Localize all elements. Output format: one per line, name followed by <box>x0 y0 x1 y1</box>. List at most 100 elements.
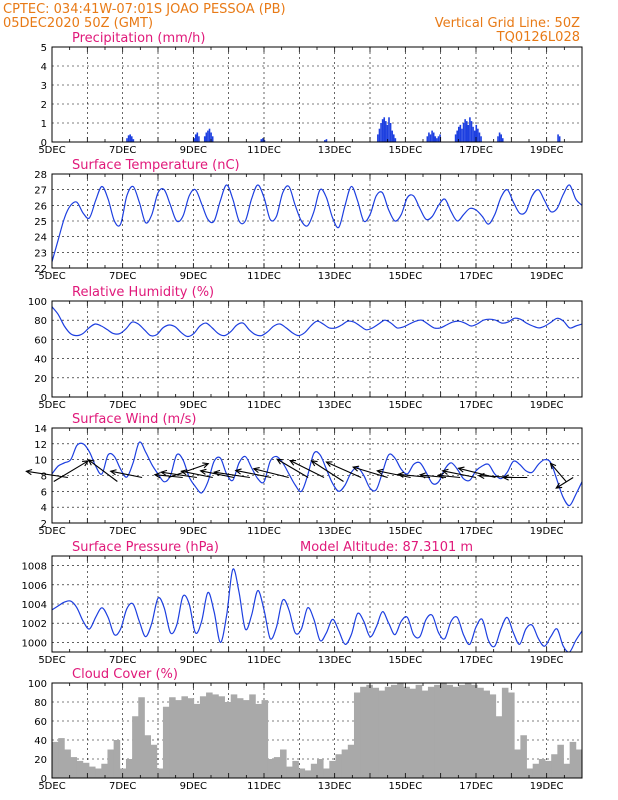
cloud-cover-bar <box>113 740 121 778</box>
precipitation-bar <box>380 123 382 142</box>
cloud-cover-xtick-label: 5DEC <box>38 781 65 792</box>
wind-arrow <box>180 469 213 479</box>
precipitation-bar <box>498 132 501 142</box>
cloud-cover-bar <box>132 716 139 778</box>
cloud-cover-bar <box>464 683 472 778</box>
cloud-cover-bar <box>501 687 509 778</box>
cloud-cover-bar <box>218 696 225 778</box>
precipitation-bar <box>262 138 264 142</box>
cloud-cover-bar <box>421 690 429 778</box>
temperature-xtick-label: 11DEC <box>247 271 281 282</box>
temperature-xtick-label: 19DEC <box>530 271 564 282</box>
precipitation-bar <box>470 121 473 142</box>
cloud-cover-bar <box>298 768 306 778</box>
precipitation-bar <box>469 117 471 142</box>
cloud-cover-bar <box>119 768 127 778</box>
humidity-xtick-label: 15DEC <box>388 400 422 411</box>
header-model: TQ0126L028 <box>496 30 580 45</box>
cloud-cover-bar <box>477 687 484 778</box>
precipitation-bar <box>211 136 214 142</box>
precipitation-bar <box>428 132 430 142</box>
humidity-xtick-label: 7DEC <box>109 400 136 411</box>
precipitation-bar <box>394 138 397 142</box>
cloud-cover-bar <box>378 690 386 778</box>
precipitation-bar <box>207 130 209 142</box>
precipitation-bar <box>478 132 481 142</box>
wind-arrow <box>252 467 289 479</box>
precipitation-ytick-label: 4 <box>41 62 47 73</box>
cloud-cover-bar <box>353 692 361 778</box>
wind-arrow <box>25 468 68 479</box>
cloud-cover-bar <box>526 768 534 778</box>
precipitation-bar <box>132 139 135 142</box>
precipitation-xtick-label: 19DEC <box>530 145 564 156</box>
cloud-cover-bar <box>427 686 435 778</box>
humidity-line <box>52 306 582 338</box>
cloud-cover-bar <box>489 694 497 778</box>
wind-xtick-label: 19DEC <box>530 526 564 537</box>
precipitation-bar <box>203 136 206 142</box>
cloud-cover-bar <box>181 696 188 778</box>
precipitation-bar <box>210 132 212 142</box>
wind-arrow <box>310 460 344 482</box>
cloud-cover-bar <box>52 741 59 778</box>
precipitation-xtick-label: 17DEC <box>459 145 493 156</box>
wind-arrow <box>160 469 197 479</box>
cloud-cover-bar <box>212 694 219 778</box>
precipitation-xtick-label: 11DEC <box>247 145 281 156</box>
cloud-cover-ytick-label: 60 <box>34 717 47 728</box>
precipitation-xtick-label: 13DEC <box>318 145 352 156</box>
cloud-cover-bar <box>64 749 71 778</box>
pressure-ytick-label: 1000 <box>22 638 47 649</box>
cloud-cover-bar <box>224 702 232 778</box>
pressure-ytick-label: 1002 <box>22 619 47 630</box>
precipitation-bar <box>388 117 390 142</box>
pressure-ytick-label: 1004 <box>22 600 47 611</box>
pressure-xtick-label: 9DEC <box>180 655 207 666</box>
humidity-xtick-label: 13DEC <box>318 400 352 411</box>
temperature-title: Surface Temperature (nC) <box>72 158 240 173</box>
cloud-cover-bar <box>95 768 102 778</box>
header-grid-line: Vertical Grid Line: 50Z <box>435 16 580 31</box>
precipitation-ytick-label: 3 <box>41 81 47 92</box>
cloud-cover-bar <box>495 716 503 778</box>
cloud-cover-bar <box>384 686 392 778</box>
wind-arrow <box>501 474 528 481</box>
cloud-cover-bar <box>366 684 373 778</box>
wind-ytick-label: 10 <box>34 456 47 467</box>
precipitation-bar <box>126 138 128 142</box>
precipitation-bar <box>557 134 559 142</box>
pressure-xtick-label: 19DEC <box>530 655 564 666</box>
cloud-cover-bar <box>70 757 78 778</box>
precipitation-xtick-label: 15DEC <box>388 145 422 156</box>
wind-arrow <box>396 471 431 479</box>
precipitation-bar <box>389 123 392 142</box>
cloud-cover-bar <box>107 749 115 778</box>
wind-ytick-label: 8 <box>41 472 47 483</box>
cloud-cover-bar <box>150 744 158 778</box>
cloud-cover-bar <box>169 697 176 778</box>
temperature-ytick-label: 22 <box>34 264 47 275</box>
precipitation-bar <box>130 136 133 142</box>
precipitation-bar <box>208 128 211 142</box>
cloud-cover-bar <box>310 763 318 778</box>
precipitation-frame <box>51 46 583 143</box>
cloud-cover-ytick-label: 40 <box>34 736 47 747</box>
precipitation-bar <box>385 121 387 142</box>
wind-xtick-label: 7DEC <box>109 526 136 537</box>
model-altitude-label: Model Altitude: 87.3101 m <box>300 540 473 555</box>
humidity-ytick-label: 0 <box>41 393 47 404</box>
precipitation-ytick-label: 1 <box>41 119 47 130</box>
humidity-ytick-label: 100 <box>28 297 47 308</box>
precipitation-bar <box>260 139 263 142</box>
wind-arrow <box>276 458 309 478</box>
precipitation-bar <box>465 121 468 142</box>
precipitation-bar <box>500 134 502 142</box>
cloud-cover-bar <box>514 749 521 778</box>
cloud-cover-bar <box>545 760 552 778</box>
cloud-cover-bar <box>458 684 466 778</box>
pressure-xtick-label: 17DEC <box>459 655 493 666</box>
wind-xtick-label: 9DEC <box>180 526 207 537</box>
cloud-cover-bar <box>187 698 195 778</box>
humidity-ytick-label: 40 <box>34 355 47 366</box>
